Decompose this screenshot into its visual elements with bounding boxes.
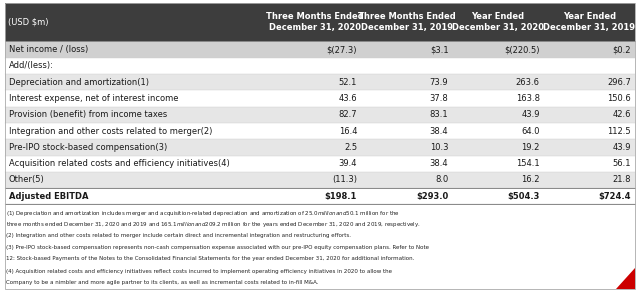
Text: 12: Stock-based Payments of the Notes to the Consolidated Financial Statements f: 12: Stock-based Payments of the Notes to… (6, 256, 415, 261)
Bar (5, 172, 635, 188)
Text: 73.9: 73.9 (430, 78, 449, 87)
Text: $(220.5): $(220.5) (504, 45, 540, 54)
Bar (5, 42, 635, 58)
Text: (2) Integration and other costs related to merger include certain direct and inc: (2) Integration and other costs related … (6, 233, 351, 237)
Text: 163.8: 163.8 (516, 94, 540, 103)
Text: Adjusted EBITDA: Adjusted EBITDA (9, 192, 88, 201)
Text: 2.5: 2.5 (344, 143, 357, 152)
Text: 154.1: 154.1 (516, 159, 540, 168)
Text: $198.1: $198.1 (324, 192, 357, 201)
Text: Three Months Ended
December 31, 2020: Three Months Ended December 31, 2020 (266, 13, 364, 32)
Text: 21.8: 21.8 (612, 175, 631, 184)
Text: Add/(less):: Add/(less): (9, 61, 54, 70)
Text: 38.4: 38.4 (430, 159, 449, 168)
Text: 19.2: 19.2 (522, 143, 540, 152)
Text: Depreciation and amortization(1): Depreciation and amortization(1) (9, 78, 149, 87)
Text: $3.1: $3.1 (430, 45, 449, 54)
Text: Year Ended
December 31, 2020: Year Ended December 31, 2020 (452, 13, 544, 32)
Text: $724.4: $724.4 (598, 192, 631, 201)
Text: 38.4: 38.4 (430, 127, 449, 136)
Text: (3) Pre-IPO stock-based compensation represents non-cash compensation expense as: (3) Pre-IPO stock-based compensation rep… (6, 245, 429, 250)
Text: 16.4: 16.4 (339, 127, 357, 136)
Text: 43.9: 43.9 (521, 110, 540, 119)
Text: Company to be a nimbler and more agile partner to its clients, as well as increm: Company to be a nimbler and more agile p… (6, 280, 319, 285)
Text: Other(5): Other(5) (9, 175, 45, 184)
Text: 43.9: 43.9 (612, 143, 631, 152)
Bar (5, 3, 635, 42)
Text: 150.6: 150.6 (607, 94, 631, 103)
Text: 82.7: 82.7 (339, 110, 357, 119)
Text: three months ended December 31, 2020 and 2019 and $165.1 million and $209.2 mill: three months ended December 31, 2020 and… (6, 220, 421, 229)
Text: (4) Acquisition related costs and efficiency initiatives reflect costs incurred : (4) Acquisition related costs and effici… (6, 269, 392, 274)
Bar (5, 123, 635, 139)
Text: $0.2: $0.2 (612, 45, 631, 54)
Text: Interest expense, net of interest income: Interest expense, net of interest income (9, 94, 179, 103)
Text: $(27.3): $(27.3) (326, 45, 357, 54)
Polygon shape (616, 268, 635, 289)
Text: (1) Depreciation and amortization includes merger and acquisition-related deprec: (1) Depreciation and amortization includ… (6, 209, 400, 218)
Bar (5, 188, 635, 204)
Bar (5, 74, 635, 90)
Text: 10.3: 10.3 (430, 143, 449, 152)
Text: Net income / (loss): Net income / (loss) (9, 45, 88, 54)
Text: (USD $m): (USD $m) (8, 18, 49, 27)
Text: 112.5: 112.5 (607, 127, 631, 136)
Text: 16.2: 16.2 (521, 175, 540, 184)
Text: 37.8: 37.8 (429, 94, 449, 103)
Text: Integration and other costs related to merger(2): Integration and other costs related to m… (9, 127, 212, 136)
Text: Three Months Ended
December 31, 2019: Three Months Ended December 31, 2019 (358, 13, 456, 32)
Text: $504.3: $504.3 (508, 192, 540, 201)
Text: Acquisition related costs and efficiency initiatives(4): Acquisition related costs and efficiency… (9, 159, 230, 168)
Text: Provision (benefit) from income taxes: Provision (benefit) from income taxes (9, 110, 167, 119)
Text: $293.0: $293.0 (416, 192, 449, 201)
Text: 43.6: 43.6 (339, 94, 357, 103)
Bar (5, 107, 635, 123)
Text: 64.0: 64.0 (521, 127, 540, 136)
Bar (5, 155, 635, 172)
Text: 296.7: 296.7 (607, 78, 631, 87)
Text: 39.4: 39.4 (339, 159, 357, 168)
Text: 52.1: 52.1 (339, 78, 357, 87)
Bar (5, 90, 635, 107)
Text: 8.0: 8.0 (435, 175, 449, 184)
Text: Year Ended
December 31, 2019: Year Ended December 31, 2019 (543, 13, 636, 32)
Text: 42.6: 42.6 (612, 110, 631, 119)
Text: 56.1: 56.1 (612, 159, 631, 168)
Text: (11.3): (11.3) (332, 175, 357, 184)
Text: 83.1: 83.1 (430, 110, 449, 119)
Bar (5, 139, 635, 155)
Text: Pre-IPO stock-based compensation(3): Pre-IPO stock-based compensation(3) (9, 143, 167, 152)
Bar (5, 58, 635, 74)
Text: 263.6: 263.6 (516, 78, 540, 87)
